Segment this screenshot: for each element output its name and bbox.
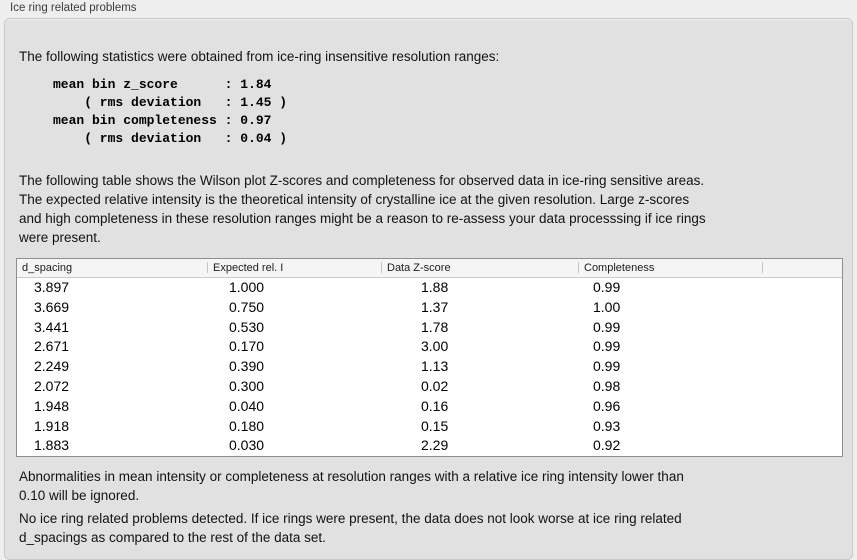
table-row[interactable]: 2.249 0.390 1.13 0.99 — [17, 357, 842, 377]
column-header-d-spacing[interactable]: d_spacing — [17, 259, 208, 278]
table-row[interactable]: 1.948 0.040 0.16 0.96 — [17, 397, 842, 417]
table-cell: 1.948 — [34, 397, 70, 414]
ice-ring-table: d_spacing Expected rel. I Data Z-score C… — [16, 258, 843, 458]
table-cell: 1.00 — [593, 298, 621, 315]
stats-summary-block: mean bin z_score : 1.84 ( rms deviation … — [53, 77, 288, 146]
table-cell: 1.13 — [421, 358, 449, 375]
table-cell — [763, 436, 842, 456]
table-cell: 0.170 — [229, 338, 265, 355]
table-cell: 1.000 — [229, 279, 265, 295]
table-cell: 0.99 — [593, 358, 621, 375]
table-cell: 0.92 — [593, 437, 621, 454]
table-cell: 0.96 — [593, 397, 621, 414]
table-cell — [763, 357, 842, 377]
table-header-row: d_spacing Expected rel. I Data Z-score C… — [17, 259, 842, 278]
table-cell — [763, 417, 842, 437]
table-cell: 1.78 — [421, 318, 449, 335]
column-header-completeness[interactable]: Completeness — [579, 259, 763, 278]
note-ignore-threshold: Abnormalities in mean intensity or compl… — [19, 469, 684, 503]
table-cell — [763, 337, 842, 357]
column-header-empty — [763, 259, 842, 278]
table-cell: 3.441 — [34, 318, 70, 335]
stats-intro-text: The following statistics were obtained f… — [19, 49, 500, 64]
table-row[interactable]: 1.918 0.180 0.15 0.93 — [17, 417, 842, 437]
table-cell: 3.00 — [421, 338, 449, 355]
table-row[interactable]: 3.897 1.000 1.88 0.99 — [17, 278, 842, 298]
table-cell — [763, 377, 842, 397]
table-row[interactable]: 2.671 0.170 3.00 0.99 — [17, 337, 842, 357]
table-cell — [763, 318, 842, 338]
column-header-data-z-score[interactable]: Data Z-score — [382, 259, 579, 278]
table-cell: 0.16 — [421, 397, 449, 414]
table-cell: 2.29 — [421, 437, 449, 454]
table-cell — [763, 298, 842, 318]
note-result-summary: No ice ring related problems detected. I… — [19, 511, 682, 545]
table-cell: 2.671 — [34, 338, 70, 355]
table-cell: 0.180 — [229, 417, 265, 434]
table-cell: 0.99 — [593, 279, 621, 295]
table-cell: 2.249 — [34, 358, 70, 375]
table-description-text: The following table shows the Wilson plo… — [19, 173, 706, 245]
table-cell: 1.883 — [34, 437, 70, 454]
table-cell: 0.300 — [229, 377, 265, 394]
table-cell: 0.99 — [593, 318, 621, 335]
table-cell: 3.669 — [34, 298, 70, 315]
ice-ring-panel: The following statistics were obtained f… — [4, 18, 853, 560]
table-cell: 0.750 — [229, 298, 265, 315]
table-cell — [763, 397, 842, 417]
table-cell: 3.897 — [34, 279, 70, 295]
table-cell: 0.530 — [229, 318, 265, 335]
panel-title: Ice ring related problems — [10, 2, 137, 14]
table-cell: 1.918 — [34, 417, 70, 434]
table-row[interactable]: 1.883 0.030 2.29 0.92 — [17, 436, 842, 456]
table-cell: 1.37 — [421, 298, 449, 315]
table-cell: 0.390 — [229, 358, 265, 375]
table-cell: 0.99 — [593, 338, 621, 355]
table-cell: 0.15 — [421, 417, 449, 434]
table-cell — [763, 278, 842, 298]
table-cell: 0.93 — [593, 417, 621, 434]
table-cell: 0.030 — [229, 437, 265, 454]
table-row[interactable]: 3.669 0.750 1.37 1.00 — [17, 298, 842, 318]
table-cell: 0.040 — [229, 397, 265, 414]
table-cell: 0.98 — [593, 377, 621, 394]
column-header-expected-rel-i[interactable]: Expected rel. I — [208, 259, 382, 278]
table-row[interactable]: 3.441 0.530 1.78 0.99 — [17, 318, 842, 338]
table-row[interactable]: 2.072 0.300 0.02 0.98 — [17, 377, 842, 397]
table-cell: 2.072 — [34, 377, 70, 394]
table-cell: 1.88 — [421, 279, 449, 295]
table-cell: 0.02 — [421, 377, 449, 394]
